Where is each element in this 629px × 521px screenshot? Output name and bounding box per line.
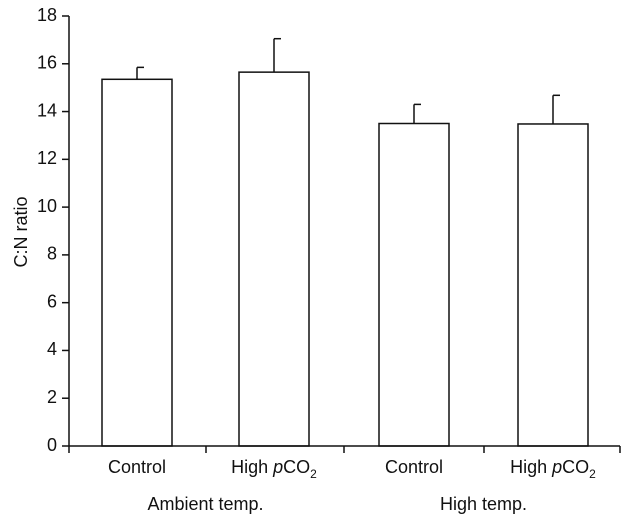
y-tick-label: 0 [47,435,57,455]
x-category-label: High pCO2 [510,457,596,481]
bars [101,37,589,447]
y-tick-label: 18 [37,5,57,25]
y-tick-label: 10 [37,196,57,216]
x-category-label: Control [108,457,166,477]
y-tick-label: 4 [47,339,57,359]
bar [101,78,173,447]
y-tick-label: 8 [47,244,57,264]
x-category-label: Control [385,457,443,477]
bar [238,71,310,447]
bar [517,123,589,447]
x-axis: Control High pCO2 Control High pCO2 Ambient … [68,445,621,514]
y-axis-label: C:N ratio [11,196,31,267]
y-tick-label: 6 [47,291,57,311]
x-group-label: Ambient temp. [147,494,263,514]
x-category-label: High pCO2 [231,457,317,481]
x-group-label: High temp. [440,494,527,514]
y-tick-label: 2 [47,387,57,407]
y-axis: 0 2 4 6 8 10 12 14 16 18 [37,5,70,455]
bar [378,122,450,447]
y-tick-label: 14 [37,100,57,120]
y-tick-label: 12 [37,148,57,168]
y-tick-label: 16 [37,53,57,73]
